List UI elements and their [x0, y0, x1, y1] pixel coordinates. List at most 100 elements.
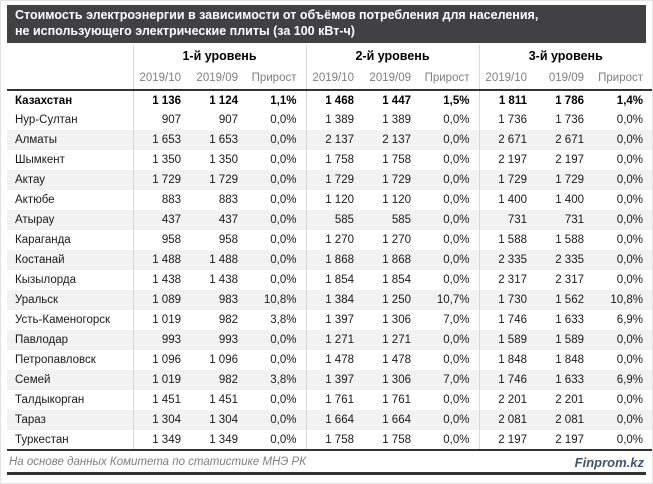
growth-cell: 0,0%: [616, 414, 644, 426]
value-cell: 1 589: [555, 334, 584, 346]
value-cell: 1 304: [132, 410, 194, 430]
value-cell: 2 317: [555, 274, 584, 286]
table-row: Павлодар 993 993 0,0% 1 271 1 271 0,0% 1 589 1 5…: [7, 330, 653, 350]
region-name: Алматы: [15, 134, 57, 146]
value-cell: 1 271: [305, 330, 367, 350]
value-cell: 1 729: [478, 170, 540, 190]
period-header: 2019/10: [478, 66, 540, 91]
value-cell: 1 758: [305, 150, 367, 170]
value-cell: 1 811: [478, 90, 540, 110]
growth-cell: 0,0%: [616, 154, 644, 166]
growth-cell: 0,0%: [270, 334, 297, 346]
level-header-row: 1-й уровень 2-й уровень 3-й уровень: [7, 45, 653, 66]
value-cell: 993: [132, 330, 194, 350]
value-cell: 1 019: [132, 370, 194, 390]
brand-label: Finprom.kz: [574, 454, 644, 470]
value-cell: 2 335: [478, 250, 540, 270]
region-name: Шымкент: [15, 154, 65, 166]
growth-cell: 0,0%: [270, 433, 297, 446]
value-cell: 437: [132, 210, 194, 230]
value-cell: 2 137: [382, 134, 411, 146]
value-cell: 1 633: [555, 374, 584, 386]
value-cell: 993: [218, 334, 238, 346]
growth-cell: 0,0%: [616, 433, 644, 446]
value-cell: 1 664: [305, 410, 367, 430]
growth-cell: 6,9%: [616, 374, 644, 386]
value-cell: 1 089: [132, 290, 194, 310]
value-cell: 2 081: [478, 410, 540, 430]
table-row: Алматы 1 653 1 653 0,0% 2 137 2 137 0,0% 2 671 2…: [7, 130, 653, 150]
value-cell: 1 653: [209, 134, 238, 146]
region-name: Петропавловск: [15, 354, 96, 366]
table-row: Уральск 1 089 983 10,8% 1 384 1 250 10,7% 1 730…: [7, 290, 653, 310]
level-3-header: 3-й уровень: [478, 45, 653, 66]
region-name: Караганда: [15, 234, 71, 246]
value-cell: 2 197: [555, 154, 584, 166]
region-name: Талдыкорган: [15, 394, 85, 406]
growth-header: Прирост: [424, 66, 479, 91]
growth-cell: 0,0%: [443, 154, 470, 166]
value-cell: 1 397: [305, 310, 367, 330]
value-cell: 1 730: [478, 290, 540, 310]
value-cell: 1 868: [305, 250, 367, 270]
region-name: Семей: [15, 374, 51, 386]
table-row: Семей 1 019 982 3,8% 1 397 1 306 7,0% 1 746 1 63…: [7, 370, 653, 390]
growth-cell: 0,0%: [616, 234, 644, 246]
growth-cell: 0,0%: [443, 414, 470, 426]
growth-cell: 3,8%: [270, 314, 297, 326]
growth-cell: 1,1%: [270, 94, 297, 107]
value-cell: 1 350: [132, 150, 194, 170]
value-cell: 907: [218, 114, 238, 126]
value-cell: 1 589: [478, 330, 540, 350]
value-cell: 731: [478, 210, 540, 230]
region-name: Нур-Султан: [15, 114, 78, 126]
value-cell: 1 848: [478, 350, 540, 370]
value-cell: 1 854: [382, 274, 411, 286]
growth-cell: 0,0%: [616, 114, 644, 126]
value-cell: 1 389: [305, 110, 367, 130]
region-name: Казахстан: [15, 94, 73, 107]
growth-cell: 0,0%: [616, 134, 644, 146]
period-header: 2019/10: [305, 66, 367, 91]
growth-header: Прирост: [251, 66, 306, 91]
value-cell: 1 488: [209, 254, 238, 266]
value-cell: 1 868: [382, 254, 411, 266]
growth-cell: 0,0%: [443, 334, 470, 346]
value-cell: 437: [218, 214, 238, 226]
growth-cell: 3,8%: [270, 374, 297, 386]
growth-cell: 0,0%: [616, 194, 644, 206]
value-cell: 2 671: [555, 134, 584, 146]
growth-cell: 0,0%: [270, 354, 297, 366]
value-cell: 1 270: [305, 230, 367, 250]
region-name: Уральск: [15, 294, 59, 306]
value-cell: 982: [218, 374, 238, 386]
growth-cell: 0,0%: [616, 274, 644, 286]
value-cell: 1 488: [132, 250, 194, 270]
title-bar: Стоимость электроэнергии в зависимости о…: [7, 5, 646, 43]
table-row: Талдыкорган 1 451 1 451 0,0% 1 761 1 761 0,0% 2…: [7, 390, 652, 410]
period-header-row: 2019/10 2019/09 Прирост 2019/10 2019/09 …: [7, 66, 653, 91]
region-name: Актюбе: [15, 194, 55, 206]
growth-cell: 0,0%: [270, 114, 297, 126]
growth-cell: 10,8%: [610, 294, 644, 306]
value-cell: 958: [132, 230, 194, 250]
region-name: Атырау: [15, 214, 55, 226]
table-row: Усть-Каменогорск 1 019 982 3,8% 1 397 1 306 7,…: [7, 310, 652, 330]
growth-cell: 0,0%: [270, 194, 297, 206]
value-cell: 958: [218, 234, 238, 246]
growth-cell: 10,7%: [436, 294, 470, 306]
growth-cell: 0,0%: [443, 114, 470, 126]
value-cell: 1 729: [555, 174, 584, 186]
growth-cell: 0,0%: [270, 254, 297, 266]
growth-cell: 0,0%: [270, 214, 297, 226]
value-cell: 1 349: [209, 433, 238, 446]
value-cell: 2 197: [478, 430, 540, 450]
value-cell: 1 384: [305, 290, 367, 310]
region-column-header: [7, 45, 133, 66]
value-cell: 1 447: [382, 94, 411, 107]
growth-cell: 0,0%: [443, 433, 470, 446]
value-cell: 1 588: [478, 230, 540, 250]
table-row: Петропавловск 1 096 1 096 0,0% 1 478 1 478 0,0…: [7, 350, 652, 370]
region-name: Тараз: [15, 414, 46, 426]
value-cell: 1 468: [305, 90, 367, 110]
